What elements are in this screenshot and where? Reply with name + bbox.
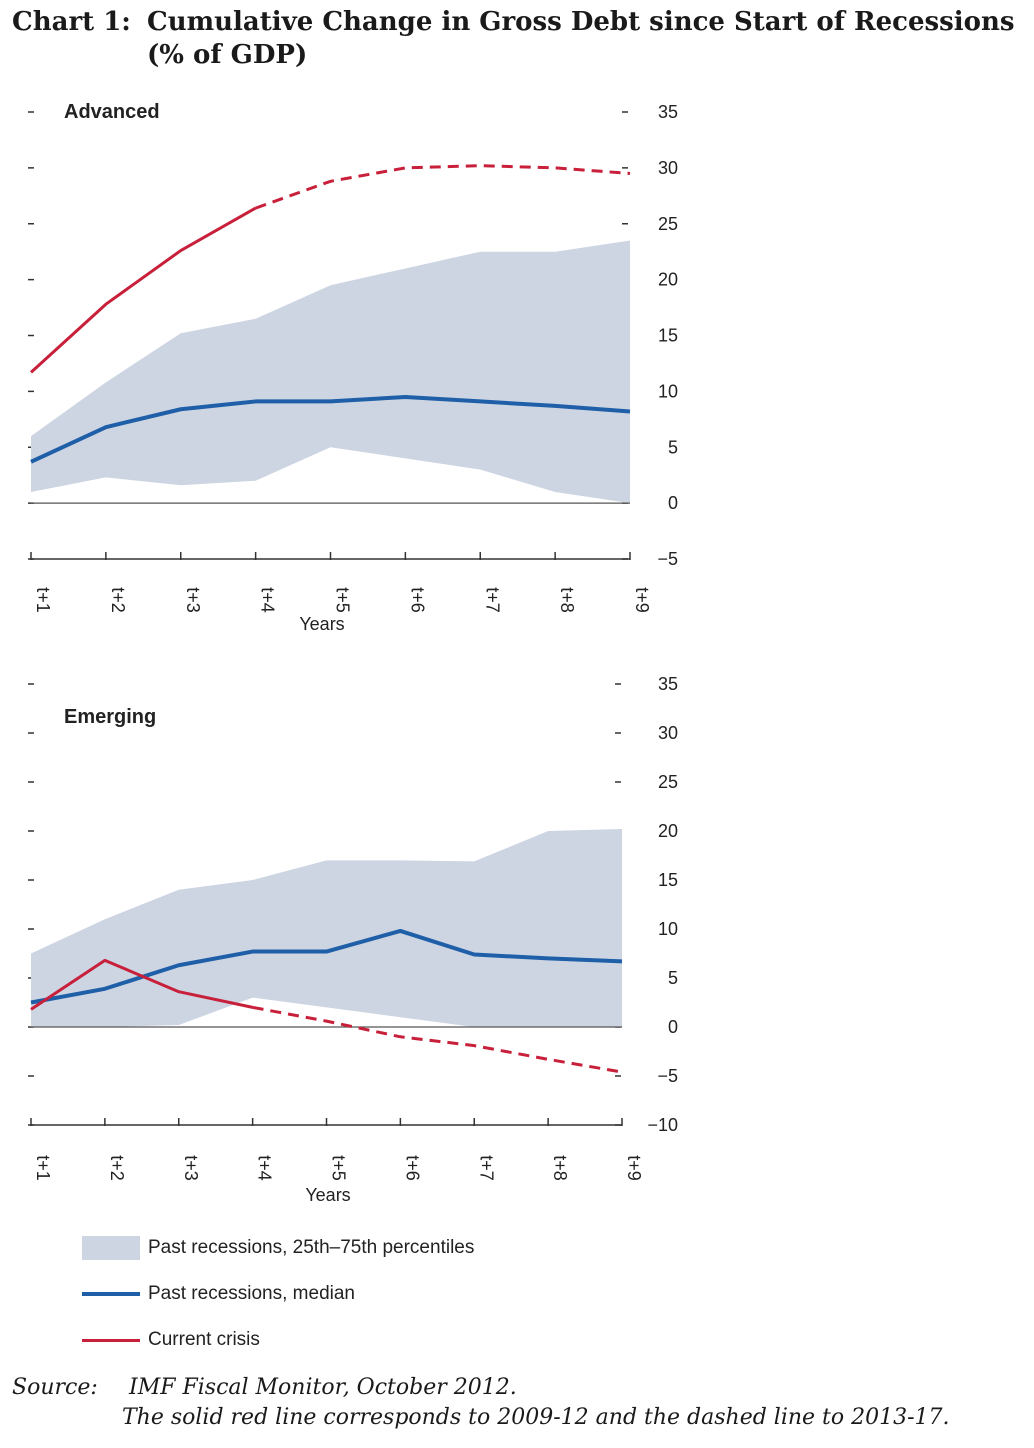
legend-swatch-current bbox=[82, 1338, 140, 1342]
y-tick-label: 30 bbox=[658, 723, 678, 743]
source-note: Source: IMF Fiscal Monitor, October 2012.… bbox=[12, 1373, 950, 1433]
y-tick-label: 20 bbox=[658, 270, 678, 290]
y-tick-label: −10 bbox=[647, 1115, 678, 1135]
panel-label: Emerging bbox=[64, 706, 156, 728]
chart-panel-emerging: Emerging 35 30 25 20 15 10 5 0 −5 −10 t+1 t+2 t+3 t+4 t… bbox=[28, 674, 678, 1205]
x-tick-label: t+1 bbox=[33, 1155, 53, 1181]
x-tick-label: t+7 bbox=[476, 1155, 496, 1181]
y-tick-label: 15 bbox=[658, 870, 678, 890]
y-tick-label: 10 bbox=[658, 381, 678, 401]
percentile-band bbox=[31, 240, 630, 504]
x-tick-label: t+4 bbox=[258, 587, 278, 613]
current-crisis-dashed-line bbox=[255, 164, 631, 210]
x-tick-label: t+6 bbox=[402, 1155, 422, 1181]
source-line1: IMF Fiscal Monitor, October 2012. bbox=[129, 1375, 517, 1400]
y-tick-label: 15 bbox=[658, 326, 678, 346]
x-tick-label: t+4 bbox=[255, 1155, 275, 1181]
y-tick-label: 0 bbox=[668, 493, 678, 513]
x-tick-label: t+8 bbox=[550, 1155, 570, 1181]
y-tick-label: 10 bbox=[658, 919, 678, 939]
legend-label-band: Past recessions, 25th–75th percentiles bbox=[148, 1237, 475, 1258]
x-axis-title: Years bbox=[299, 614, 344, 634]
y-tick-label: 25 bbox=[658, 214, 678, 234]
x-tick-label: t+5 bbox=[333, 587, 353, 613]
x-tick-label: t+3 bbox=[183, 587, 203, 613]
x-tick-label: t+7 bbox=[482, 587, 502, 613]
legend-label-median: Past recessions, median bbox=[148, 1283, 355, 1304]
source-line2: The solid red line corresponds to 2009-1… bbox=[122, 1405, 950, 1430]
legend-swatch-median bbox=[82, 1292, 140, 1296]
x-tick-label: t+5 bbox=[329, 1155, 349, 1181]
x-tick-label: t+2 bbox=[108, 587, 128, 613]
legend: Past recessions, 25th–75th percentiles P… bbox=[82, 1225, 474, 1363]
legend-item-band: Past recessions, 25th–75th percentiles bbox=[82, 1225, 474, 1271]
y-tick-label: 35 bbox=[658, 102, 678, 122]
chart-panel-advanced: Advanced 35 30 25 20 15 10 5 0 −5 t+1 t+2 t+3 t+4 t+5 t… bbox=[28, 101, 678, 634]
legend-swatch-band bbox=[82, 1236, 140, 1260]
x-tick-label: t+9 bbox=[624, 1155, 644, 1181]
current-crisis-dashed-line bbox=[252, 1005, 623, 1074]
x-tick-label: t+3 bbox=[181, 1155, 201, 1181]
source-label: Source: bbox=[12, 1375, 98, 1400]
panel-label: Advanced bbox=[64, 101, 160, 123]
y-tick-label: 20 bbox=[658, 821, 678, 841]
x-axis-title: Years bbox=[305, 1185, 350, 1205]
chart-title: Chart 1: Cumulative Change in Gross Debt … bbox=[12, 6, 1027, 72]
y-tick-label: −5 bbox=[657, 1066, 678, 1086]
x-tick-label: t+9 bbox=[632, 587, 652, 613]
chart-title-line1: Cumulative Change in Gross Debt since St… bbox=[147, 7, 1015, 37]
y-tick-label: 5 bbox=[668, 437, 678, 457]
y-tick-label: 0 bbox=[668, 1017, 678, 1037]
y-tick-label: −5 bbox=[657, 549, 678, 569]
current-crisis-solid-line bbox=[29, 206, 257, 374]
chart-number: Chart 1: bbox=[12, 7, 131, 37]
chart-title-line2: (% of GDP) bbox=[147, 40, 308, 70]
percentile-band bbox=[31, 829, 622, 1027]
x-tick-label: t+2 bbox=[107, 1155, 127, 1181]
current-crisis-solid-line bbox=[30, 958, 253, 1011]
y-tick-label: 25 bbox=[658, 772, 678, 792]
y-tick-label: 5 bbox=[668, 968, 678, 988]
legend-item-current: Current crisis bbox=[82, 1317, 474, 1363]
legend-item-median: Past recessions, median bbox=[82, 1271, 474, 1317]
legend-label-current: Current crisis bbox=[148, 1329, 260, 1350]
y-tick-label: 35 bbox=[658, 674, 678, 694]
x-tick-label: t+6 bbox=[407, 587, 427, 613]
x-tick-label: t+1 bbox=[33, 587, 53, 613]
y-tick-label: 30 bbox=[658, 158, 678, 178]
x-tick-label: t+8 bbox=[557, 587, 577, 613]
